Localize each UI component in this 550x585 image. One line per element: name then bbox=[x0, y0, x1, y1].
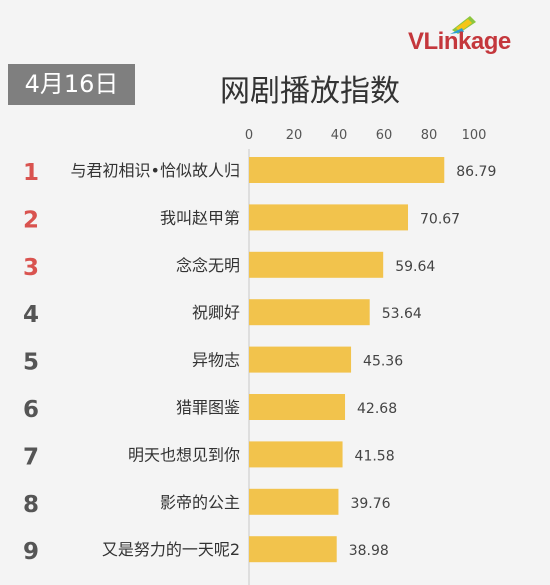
x-tick-label: 0 bbox=[245, 128, 253, 143]
rank-number: 6 bbox=[23, 397, 39, 423]
rank-number: 2 bbox=[23, 207, 39, 233]
value-label: 39.76 bbox=[350, 496, 390, 512]
rank-number: 9 bbox=[23, 539, 39, 565]
rank-number: 1 bbox=[23, 160, 39, 186]
bar bbox=[249, 157, 445, 183]
category-label: 明天也想见到你 bbox=[128, 445, 240, 464]
bar bbox=[249, 299, 370, 326]
value-label: 53.64 bbox=[382, 306, 422, 322]
category-label: 影帝的公主 bbox=[160, 493, 240, 512]
value-label: 59.64 bbox=[395, 259, 435, 275]
category-label: 祝卿好 bbox=[192, 303, 240, 322]
rank-number: 8 bbox=[23, 492, 39, 518]
logo-text: VLinkage bbox=[408, 28, 511, 55]
vlinkage-logo: VLinkage bbox=[408, 14, 533, 55]
x-tick-label: 60 bbox=[376, 128, 393, 143]
value-label: 86.79 bbox=[456, 164, 496, 180]
rank-number: 4 bbox=[23, 302, 39, 328]
bar bbox=[249, 204, 409, 231]
rank-number: 7 bbox=[23, 444, 39, 470]
x-tick-label: 100 bbox=[462, 128, 487, 143]
chart-title: 网剧播放指数 bbox=[220, 74, 400, 109]
x-tick-label: 40 bbox=[331, 128, 348, 143]
bar bbox=[249, 394, 346, 420]
rank-number: 3 bbox=[23, 255, 39, 281]
value-label: 70.67 bbox=[420, 211, 460, 227]
x-tick-label: 20 bbox=[286, 128, 303, 143]
category-label: 又是努力的一天呢2 bbox=[102, 540, 240, 559]
rank-number: 5 bbox=[23, 350, 39, 376]
value-label: 45.36 bbox=[363, 354, 403, 370]
category-label: 我叫赵甲第 bbox=[160, 208, 240, 227]
x-tick-label: 80 bbox=[421, 128, 438, 143]
value-label: 41.58 bbox=[355, 448, 395, 464]
bar bbox=[249, 488, 339, 515]
bar bbox=[249, 441, 343, 468]
bar bbox=[249, 251, 384, 278]
value-label: 38.98 bbox=[349, 543, 389, 559]
bar bbox=[249, 536, 337, 563]
bar bbox=[249, 346, 352, 373]
value-label: 42.68 bbox=[357, 401, 397, 417]
category-label: 念念无明 bbox=[176, 256, 240, 275]
date-badge: 4月16日 bbox=[8, 64, 135, 105]
category-label: 异物志 bbox=[192, 351, 240, 370]
logo-emblem-icon bbox=[450, 16, 476, 34]
category-label: 与君初相识•恰似故人归 bbox=[71, 161, 240, 180]
category-label: 猎罪图鉴 bbox=[176, 398, 240, 417]
